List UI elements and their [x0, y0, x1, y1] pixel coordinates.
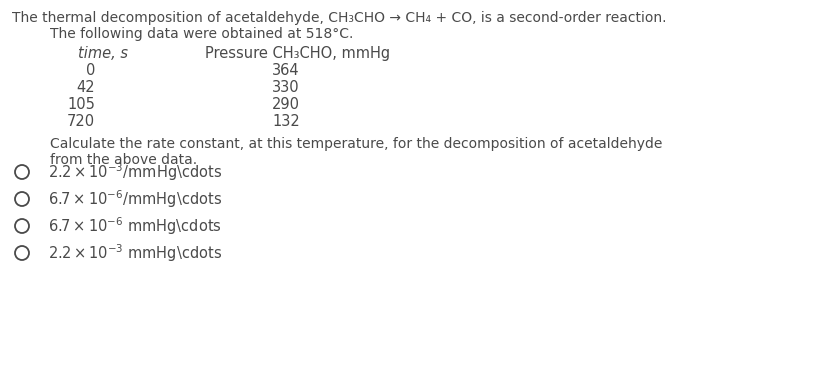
Text: 330: 330	[273, 80, 300, 95]
Text: Calculate the rate constant, at this temperature, for the decomposition of aceta: Calculate the rate constant, at this tem…	[50, 137, 663, 151]
Text: The thermal decomposition of acetaldehyde, CH₃CHO → CH₄ + CO, is a second-order : The thermal decomposition of acetaldehyd…	[12, 11, 667, 25]
Text: 0: 0	[86, 63, 95, 78]
Text: 364: 364	[273, 63, 300, 78]
Text: 290: 290	[272, 97, 300, 112]
Text: Pressure CH₃CHO, mmHg: Pressure CH₃CHO, mmHg	[205, 46, 390, 61]
Text: $2.2 \times 10^{-3}$ mmHg\cdots: $2.2 \times 10^{-3}$ mmHg\cdots	[48, 242, 222, 264]
Text: 42: 42	[76, 80, 95, 95]
Text: $2.2 \times 10^{-3}$/mmHg\cdots: $2.2 \times 10^{-3}$/mmHg\cdots	[48, 161, 223, 183]
Text: 720: 720	[67, 114, 95, 129]
Text: 105: 105	[67, 97, 95, 112]
Text: The following data were obtained at 518°C.: The following data were obtained at 518°…	[50, 27, 353, 41]
Text: 132: 132	[272, 114, 300, 129]
Text: $6.7 \times 10^{-6}$ mmHg\cdots: $6.7 \times 10^{-6}$ mmHg\cdots	[48, 215, 222, 237]
Text: $6.7 \times 10^{-6}$/mmHg\cdots: $6.7 \times 10^{-6}$/mmHg\cdots	[48, 188, 222, 210]
Text: from the above data.: from the above data.	[50, 153, 197, 167]
Text: time, s: time, s	[78, 46, 128, 61]
